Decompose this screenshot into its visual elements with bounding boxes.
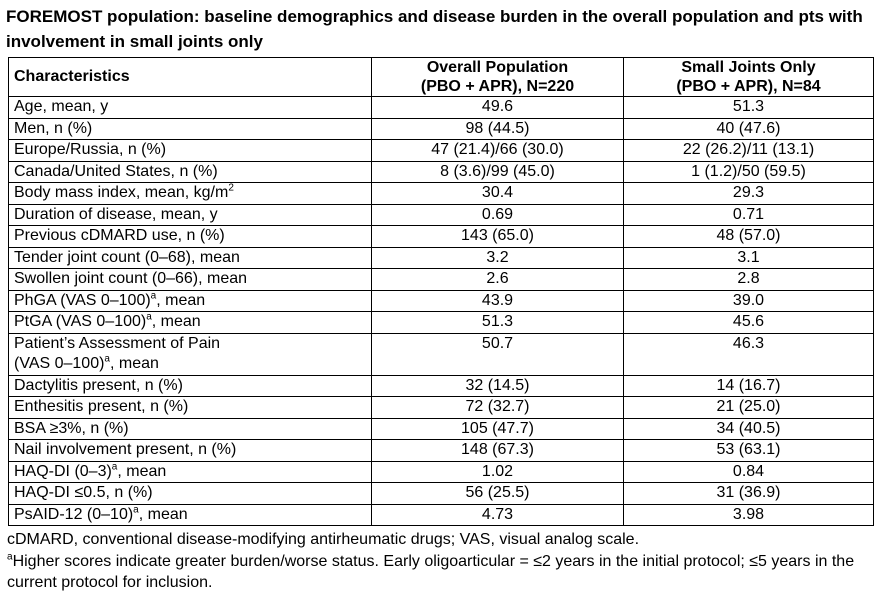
table-row: PtGA (VAS 0–100)a, mean 51.3 45.6	[8, 311, 874, 334]
small-joints-value: 3.98	[623, 503, 874, 526]
overall-population-value: 56 (25.5)	[371, 482, 624, 505]
small-joints-value: 39.0	[623, 289, 874, 312]
table-row: Enthesitis present, n (%) 72 (32.7) 21 (25…	[8, 396, 874, 419]
superscript-marker: a	[133, 504, 139, 516]
overall-population-value: 43.9	[371, 289, 624, 312]
overall-population-value: 0.69	[371, 203, 624, 226]
small-joints-value: 48 (57.0)	[623, 225, 874, 248]
row-label: PhGA (VAS 0–100)a, mean	[8, 289, 372, 312]
overall-population-value: 30.4	[371, 182, 624, 205]
row-label: Age, mean, y	[8, 96, 372, 119]
table-row: Men, n (%) 98 (44.5) 40 (47.6)	[8, 117, 874, 140]
small-joints-value: 3.1	[623, 246, 874, 269]
overall-population-value: 50.7	[371, 332, 624, 376]
demographics-table: Characteristics Overall Population (PBO …	[8, 57, 874, 526]
table-row: HAQ-DI (0–3)a, mean 1.02 0.84	[8, 460, 874, 483]
row-label: Nail involvement present, n (%)	[8, 439, 372, 462]
footnote-scores-text: Higher scores indicate greater burden/wo…	[7, 552, 855, 592]
overall-population-value: 51.3	[371, 311, 624, 334]
footnotes: cDMARD, conventional disease-modifying a…	[7, 529, 873, 594]
table-row: Dactylitis present, n (%) 32 (14.5) 14 (16…	[8, 374, 874, 397]
row-label: Europe/Russia, n (%)	[8, 139, 372, 162]
table-row: Duration of disease, mean, y 0.69 0.71	[8, 203, 874, 226]
row-label: BSA ≥3%, n (%)	[8, 417, 372, 440]
row-label: Enthesitis present, n (%)	[8, 396, 372, 419]
small-joints-value: 14 (16.7)	[623, 374, 874, 397]
table-row: Europe/Russia, n (%) 47 (21.4)/66 (30.0) 2…	[8, 139, 874, 162]
overall-population-value: 1.02	[371, 460, 624, 483]
table-body: Age, mean, y 49.6 51.3 Men, n (%) 98 (44.5) 4…	[8, 96, 874, 526]
small-joints-value: 29.3	[623, 182, 874, 205]
page-title: FOREMOST population: baseline demographi…	[6, 7, 863, 51]
row-label: HAQ-DI ≤0.5, n (%)	[8, 482, 372, 505]
overall-population-value: 72 (32.7)	[371, 396, 624, 419]
small-joints-value: 22 (26.2)/11 (13.1)	[623, 139, 874, 162]
row-label: PtGA (VAS 0–100)a, mean	[8, 311, 372, 334]
table-row: Swollen joint count (0–66), mean 2.6 2.8	[8, 268, 874, 291]
small-joints-value: 2.8	[623, 268, 874, 291]
row-label: Swollen joint count (0–66), mean	[8, 268, 372, 291]
overall-population-value: 4.73	[371, 503, 624, 526]
row-label: Duration of disease, mean, y	[8, 203, 372, 226]
table-row: Tender joint count (0–68), mean 3.2 3.1	[8, 246, 874, 269]
table-row: Canada/United States, n (%) 8 (3.6)/99 (4…	[8, 160, 874, 183]
row-label: Men, n (%)	[8, 117, 372, 140]
footnote-superscript-a: a	[7, 551, 13, 563]
overall-population-value: 49.6	[371, 96, 624, 119]
header-overall-population: Overall Population (PBO + APR), N=220	[371, 57, 624, 97]
small-joints-value: 53 (63.1)	[623, 439, 874, 462]
superscript-marker: a	[111, 461, 118, 473]
overall-population-value: 3.2	[371, 246, 624, 269]
overall-population-value: 98 (44.5)	[371, 117, 624, 140]
table-row: PhGA (VAS 0–100)a, mean 43.9 39.0	[8, 289, 874, 312]
header-small-joints-only: Small Joints Only (PBO + APR), N=84	[623, 57, 874, 97]
table-row: BSA ≥3%, n (%) 105 (47.7) 34 (40.5)	[8, 417, 874, 440]
table-row: Previous cDMARD use, n (%) 143 (65.0) 48 (…	[8, 225, 874, 248]
small-joints-value: 51.3	[623, 96, 874, 119]
overall-population-value: 47 (21.4)/66 (30.0)	[371, 139, 624, 162]
row-label: PsAID-12 (0–10)a, mean	[8, 503, 372, 526]
table-row: Body mass index, mean, kg/m2 30.4 29.3	[8, 182, 874, 205]
overall-population-value: 105 (47.7)	[371, 417, 624, 440]
overall-population-value: 8 (3.6)/99 (45.0)	[371, 160, 624, 183]
small-joints-value: 46.3	[623, 332, 874, 376]
table-header: Characteristics Overall Population (PBO …	[8, 57, 874, 97]
overall-population-value: 2.6	[371, 268, 624, 291]
superscript-marker: a	[150, 290, 157, 302]
header-characteristics: Characteristics	[8, 57, 372, 97]
superscript-marker: 2	[228, 182, 234, 194]
overall-population-value: 148 (67.3)	[371, 439, 624, 462]
row-label: Patient’s Assessment of Pain (VAS 0–100)…	[8, 332, 372, 376]
footnote-scores: aHigher scores indicate greater burden/w…	[7, 551, 873, 594]
small-joints-value: 1 (1.2)/50 (59.5)	[623, 160, 874, 183]
row-label: Previous cDMARD use, n (%)	[8, 225, 372, 248]
small-joints-value: 40 (47.6)	[623, 117, 874, 140]
row-label: Canada/United States, n (%)	[8, 160, 372, 183]
superscript-marker: a	[104, 353, 110, 365]
row-label: Tender joint count (0–68), mean	[8, 246, 372, 269]
small-joints-value: 21 (25.0)	[623, 396, 874, 419]
page: FOREMOST population: baseline demographi…	[6, 7, 874, 594]
small-joints-value: 0.71	[623, 203, 874, 226]
table-row: Age, mean, y 49.6 51.3	[8, 96, 874, 119]
row-label: HAQ-DI (0–3)a, mean	[8, 460, 372, 483]
small-joints-value: 0.84	[623, 460, 874, 483]
row-label: Dactylitis present, n (%)	[8, 374, 372, 397]
overall-population-value: 143 (65.0)	[371, 225, 624, 248]
footnote-abbreviations: cDMARD, conventional disease-modifying a…	[7, 531, 640, 548]
small-joints-value: 31 (36.9)	[623, 482, 874, 505]
overall-population-value: 32 (14.5)	[371, 374, 624, 397]
table-row: Nail involvement present, n (%) 148 (67.3…	[8, 439, 874, 462]
row-label: Body mass index, mean, kg/m2	[8, 182, 372, 205]
table-row: Patient’s Assessment of Pain (VAS 0–100)…	[8, 332, 874, 376]
small-joints-value: 45.6	[623, 311, 874, 334]
superscript-marker: a	[146, 311, 152, 323]
header-row: Characteristics Overall Population (PBO …	[8, 57, 874, 97]
table-row: HAQ-DI ≤0.5, n (%) 56 (25.5) 31 (36.9)	[8, 482, 874, 505]
table-row: PsAID-12 (0–10)a, mean 4.73 3.98	[8, 503, 874, 526]
small-joints-value: 34 (40.5)	[623, 417, 874, 440]
